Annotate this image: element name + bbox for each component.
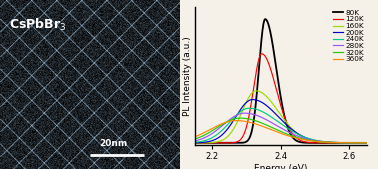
X-axis label: Energy (eV): Energy (eV) [254, 164, 307, 169]
320K [192, 138, 197, 140]
120K [364, 142, 369, 144]
280K [364, 142, 369, 144]
Legend: 80K, 120K, 160K, 200K, 240K, 280K, 320K, 360K: 80K, 120K, 160K, 200K, 240K, 280K, 320K,… [332, 9, 365, 63]
160K [201, 142, 206, 144]
80K [328, 142, 332, 144]
320K [359, 142, 364, 144]
80K [276, 82, 280, 84]
Line: 80K: 80K [195, 19, 367, 143]
Text: CsPbBr$_3$: CsPbBr$_3$ [9, 17, 67, 33]
120K [328, 142, 332, 144]
Line: 360K: 360K [195, 121, 367, 143]
80K [364, 142, 369, 144]
80K [263, 18, 268, 20]
360K [201, 132, 206, 134]
360K [234, 120, 238, 122]
320K [238, 117, 242, 119]
200K [328, 141, 332, 143]
Y-axis label: PL Intensity (a.u.): PL Intensity (a.u.) [183, 36, 192, 116]
Line: 120K: 120K [195, 54, 367, 143]
320K [328, 141, 332, 143]
240K [359, 142, 364, 144]
160K [359, 142, 364, 144]
280K [276, 126, 280, 128]
Text: 20nm: 20nm [99, 139, 127, 148]
80K [359, 142, 364, 144]
360K [271, 130, 276, 132]
240K [328, 141, 332, 143]
200K [271, 111, 276, 113]
360K [359, 142, 364, 144]
80K [201, 142, 206, 144]
240K [192, 141, 197, 143]
200K [359, 142, 364, 144]
360K [192, 136, 197, 138]
160K [271, 104, 276, 106]
Line: 280K: 280K [195, 113, 367, 143]
280K [359, 142, 364, 144]
200K [359, 142, 364, 144]
240K [364, 142, 369, 144]
200K [250, 99, 255, 101]
120K [271, 79, 276, 81]
240K [271, 118, 276, 120]
Line: 200K: 200K [195, 100, 367, 143]
280K [192, 140, 197, 142]
160K [254, 90, 258, 92]
280K [359, 142, 364, 144]
80K [359, 142, 364, 144]
240K [359, 142, 364, 144]
120K [359, 142, 364, 144]
240K [247, 107, 251, 109]
160K [364, 142, 369, 144]
360K [364, 142, 369, 144]
360K [359, 142, 364, 144]
280K [271, 123, 276, 125]
360K [276, 131, 280, 134]
80K [271, 51, 276, 53]
120K [359, 142, 364, 144]
320K [271, 127, 276, 129]
200K [276, 116, 280, 118]
280K [242, 112, 247, 114]
240K [201, 140, 206, 142]
200K [192, 142, 197, 144]
160K [276, 111, 280, 113]
240K [276, 121, 280, 123]
160K [192, 142, 197, 144]
320K [276, 129, 280, 131]
120K [276, 96, 280, 98]
80K [192, 142, 197, 144]
280K [201, 137, 206, 139]
200K [364, 142, 369, 144]
120K [260, 53, 264, 55]
120K [192, 142, 197, 144]
120K [201, 142, 206, 144]
320K [359, 142, 364, 144]
Line: 320K: 320K [195, 118, 367, 143]
280K [328, 141, 332, 143]
160K [328, 142, 332, 144]
320K [201, 135, 206, 137]
320K [364, 142, 369, 144]
360K [328, 141, 332, 143]
Line: 240K: 240K [195, 108, 367, 143]
160K [359, 142, 364, 144]
200K [201, 141, 206, 143]
Line: 160K: 160K [195, 91, 367, 143]
